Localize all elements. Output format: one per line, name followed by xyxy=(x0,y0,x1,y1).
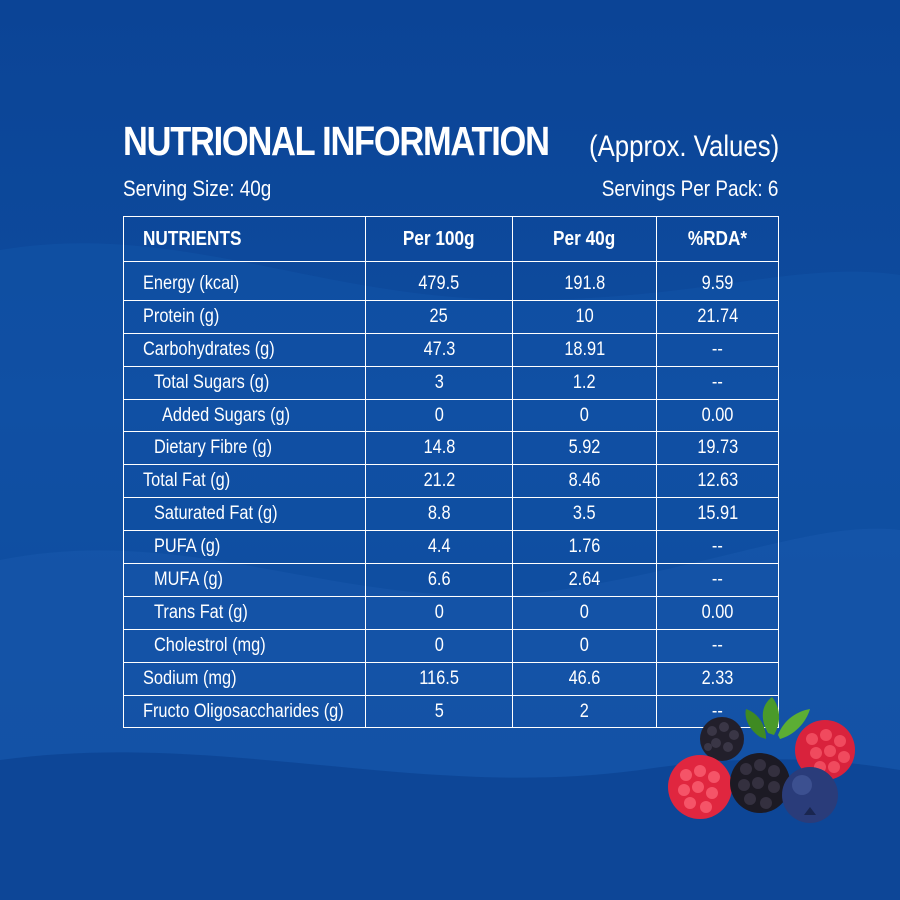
value-per-40g: 2 xyxy=(512,694,657,729)
header-per-40g: Per 40g xyxy=(512,216,657,262)
value-per-40g: 46.6 xyxy=(512,661,657,696)
table-header-row: NUTRIENTS Per 100g Per 40g %RDA* xyxy=(123,216,779,262)
mixed-berries-icon xyxy=(668,697,855,823)
nutrient-name: Total Fat (g) xyxy=(123,464,366,499)
nutrient-name: Added Sugars (g) xyxy=(123,398,366,433)
servings-per-pack: Servings Per Pack: 6 xyxy=(601,176,778,201)
value-per-100g: 0 xyxy=(365,628,513,663)
value-per-100g: 5 xyxy=(365,694,513,729)
serving-size: Serving Size: 40g xyxy=(123,176,272,201)
nutrient-name: Cholestrol (mg) xyxy=(123,628,366,663)
nutrient-name: Carbohydrates (g) xyxy=(123,332,366,367)
nutrient-name: Saturated Fat (g) xyxy=(123,497,366,532)
table-row: Sodium (mg) 116.5 46.6 2.33 xyxy=(123,661,779,696)
nutrient-name: MUFA (g) xyxy=(123,563,366,597)
value-per-100g: 4.4 xyxy=(365,530,513,565)
value-per-100g: 0 xyxy=(365,398,513,433)
value-per-40g: 0 xyxy=(512,595,657,630)
value-rda: -- xyxy=(656,563,779,597)
table-row: Total Fat (g) 21.2 8.46 12.63 xyxy=(123,464,779,499)
table-row: Total Sugars (g) 3 1.2 -- xyxy=(123,365,779,400)
value-rda: 21.74 xyxy=(656,299,779,334)
value-rda: 19.73 xyxy=(656,431,779,466)
value-per-40g: 3.5 xyxy=(512,497,657,532)
value-per-100g: 116.5 xyxy=(365,661,513,696)
page-subtitle: (Approx. Values) xyxy=(589,130,780,163)
value-per-40g: 0 xyxy=(512,628,657,663)
value-rda: 0.00 xyxy=(656,595,779,630)
table-row: Cholestrol (mg) 0 0 -- xyxy=(123,628,779,663)
nutrient-name: Dietary Fibre (g) xyxy=(123,431,366,466)
table-body: Energy (kcal) 479.5 191.8 9.59 Protein (g) 25… xyxy=(123,261,779,729)
table-row: Trans Fat (g) 0 0 0.00 xyxy=(123,595,779,630)
header-per-100g: Per 100g xyxy=(365,216,513,262)
value-rda: -- xyxy=(656,530,779,565)
nutrient-name: Total Sugars (g) xyxy=(123,365,366,400)
nutrient-name: Sodium (mg) xyxy=(123,661,366,696)
table-row: PUFA (g) 4.4 1.76 -- xyxy=(123,530,779,565)
value-per-40g: 8.46 xyxy=(512,464,657,499)
table-row: Protein (g) 25 10 21.74 xyxy=(123,299,779,334)
value-per-40g: 10 xyxy=(512,299,657,334)
value-per-100g: 14.8 xyxy=(365,431,513,466)
page-title: NUTRIONAL INFORMATION xyxy=(123,118,550,164)
table-row: MUFA (g) 6.6 2.64 -- xyxy=(123,563,779,597)
value-per-40g: 1.2 xyxy=(512,365,657,400)
table-row: Energy (kcal) 479.5 191.8 9.59 xyxy=(123,261,779,301)
value-per-100g: 47.3 xyxy=(365,332,513,367)
value-per-40g: 2.64 xyxy=(512,563,657,597)
nutrient-name: Fructo Oligosaccharides (g) xyxy=(123,694,366,729)
value-rda: 12.63 xyxy=(656,464,779,499)
value-rda: 9.59 xyxy=(656,261,779,301)
value-per-100g: 8.8 xyxy=(365,497,513,532)
value-per-40g: 0 xyxy=(512,398,657,433)
value-per-100g: 25 xyxy=(365,299,513,334)
value-per-40g: 191.8 xyxy=(512,261,657,301)
value-per-100g: 21.2 xyxy=(365,464,513,499)
table-row: Dietary Fibre (g) 14.8 5.92 19.73 xyxy=(123,431,779,466)
table-row: Carbohydrates (g) 47.3 18.91 -- xyxy=(123,332,779,367)
value-per-40g: 1.76 xyxy=(512,530,657,565)
table-row: Saturated Fat (g) 8.8 3.5 15.91 xyxy=(123,497,779,532)
header-nutrients: NUTRIENTS xyxy=(123,216,366,262)
value-rda: -- xyxy=(656,332,779,367)
value-rda: 2.33 xyxy=(656,661,779,696)
nutrient-name: Protein (g) xyxy=(123,299,366,334)
value-rda: -- xyxy=(656,365,779,400)
value-per-100g: 3 xyxy=(365,365,513,400)
title-row: NUTRIONAL INFORMATION (Approx. Values) xyxy=(123,118,783,168)
value-per-100g: 479.5 xyxy=(365,261,513,301)
value-per-100g: 0 xyxy=(365,595,513,630)
value-per-40g: 18.91 xyxy=(512,332,657,367)
table-row: Added Sugars (g) 0 0 0.00 xyxy=(123,398,779,433)
nutrient-name: Energy (kcal) xyxy=(123,261,366,301)
value-per-100g: 6.6 xyxy=(365,563,513,597)
nutrient-name: Trans Fat (g) xyxy=(123,595,366,630)
value-rda: 15.91 xyxy=(656,497,779,532)
nutrition-table: NUTRIENTS Per 100g Per 40g %RDA* Energy … xyxy=(123,216,779,729)
value-rda: -- xyxy=(656,628,779,663)
header-rda: %RDA* xyxy=(656,216,779,262)
value-per-40g: 5.92 xyxy=(512,431,657,466)
nutrient-name: PUFA (g) xyxy=(123,530,366,565)
value-rda: 0.00 xyxy=(656,398,779,433)
